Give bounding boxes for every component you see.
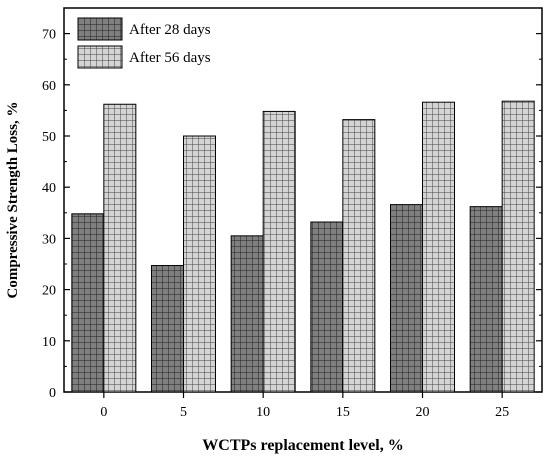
bar-after-56-days-25 <box>501 100 535 393</box>
bar-after-28-days-5 <box>151 265 184 393</box>
bar-after-28-days-0 <box>71 213 105 393</box>
x-tick-label: 15 <box>336 405 350 420</box>
x-tick-label: 20 <box>416 405 430 420</box>
bar-after-56-days-20 <box>422 101 455 393</box>
y-tick-label: 60 <box>42 79 56 94</box>
y-tick-label: 10 <box>42 335 56 350</box>
legend-label: After 28 days <box>129 22 211 38</box>
bar-after-28-days-20 <box>390 204 423 393</box>
bar-series <box>71 100 535 393</box>
x-axis-ticks: 0 5 10 15 20 25 <box>100 392 509 420</box>
bar-after-56-days-0 <box>103 103 137 393</box>
bar-after-28-days-15 <box>310 221 344 393</box>
y-tick-label: 70 <box>42 28 56 43</box>
y-tick-label: 20 <box>42 284 56 299</box>
bar-after-28-days-10 <box>230 235 264 393</box>
legend-label: After 56 days <box>129 50 211 66</box>
x-tick-label: 10 <box>256 405 270 420</box>
y-tick-label: 30 <box>42 232 56 247</box>
y-axis-ticks: 0 10 20 30 40 50 60 70 <box>42 28 542 401</box>
x-tick-label: 0 <box>100 405 107 420</box>
x-axis-title: WCTPs replacement level, % <box>202 437 403 454</box>
y-tick-label: 40 <box>42 181 56 196</box>
x-tick-label: 25 <box>495 405 509 420</box>
legend: After 28 days After 56 days <box>77 17 211 69</box>
x-tick-label: 5 <box>180 405 187 420</box>
bar-after-56-days-5 <box>183 135 216 393</box>
y-axis-title: Compressive Strength Loss, % <box>5 102 21 299</box>
y-tick-label: 50 <box>42 130 56 145</box>
y-tick-label: 0 <box>49 386 56 401</box>
legend-swatch <box>77 45 123 69</box>
bar-after-56-days-15 <box>342 119 376 393</box>
bar-after-28-days-25 <box>469 206 503 393</box>
bar-after-56-days-10 <box>262 110 296 393</box>
legend-swatch <box>77 17 123 41</box>
plot-area <box>63 7 543 393</box>
